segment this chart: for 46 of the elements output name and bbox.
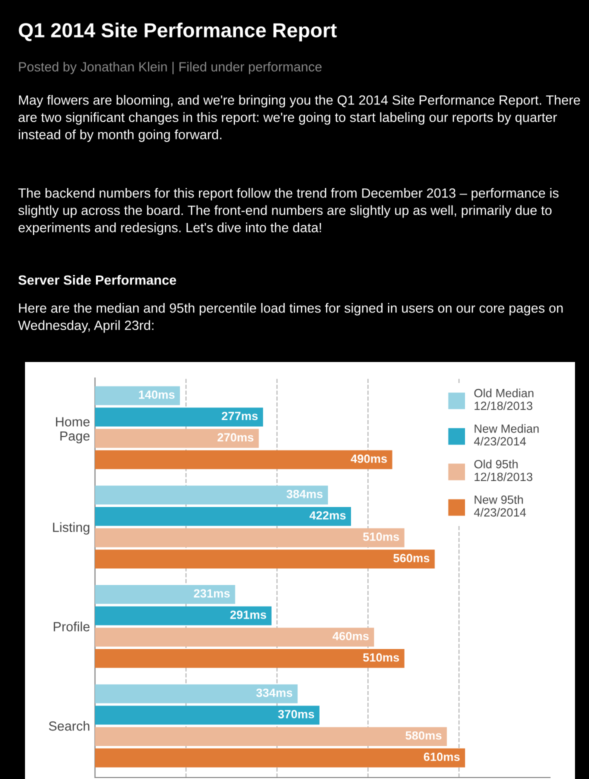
bar (95, 408, 264, 426)
chart-subtitle: Posted by Jonathan Klein | Filed under performance (19, 62, 322, 74)
data-label: 291ms (230, 610, 266, 619)
data-label: 610ms (424, 752, 460, 762)
bar (95, 528, 404, 548)
data-label: 277ms (222, 412, 258, 420)
data-label: 510ms (363, 653, 400, 662)
data-label: 580ms (406, 731, 442, 740)
y-tick-label: Profile (54, 622, 90, 632)
bar (95, 386, 180, 406)
bar (95, 727, 447, 746)
text: Here are the median and 95th percentile load times for signed in users on our core pages on Wednesday, April 23rd: (18, 303, 563, 333)
legend-label: Old 95th 12/18/2013 (474, 460, 532, 482)
bar (95, 584, 236, 604)
bar (95, 506, 352, 526)
bar (95, 748, 466, 768)
data-label: 384ms (286, 490, 323, 498)
legend-label: New Median 4/23/2014 (474, 424, 539, 446)
text: The backend numbers for this report follow the trend from December 2013 – performance is slightly up across the board. The front-end numbers are slightly up as well, primarily due to experiments and redesigns. Let's dive into the data! (18, 188, 559, 235)
legend-label: Old Median 12/18/2013 (474, 388, 534, 410)
bar (95, 706, 320, 725)
data-label: 370ms (278, 710, 314, 718)
chart-title: Q1 2014 Site Performance Report (18, 22, 337, 42)
data-label: 334ms (256, 688, 292, 697)
bar (95, 428, 259, 448)
text: Server Side Performance (18, 275, 176, 285)
bar (95, 649, 404, 668)
data-label: 510ms (363, 532, 400, 541)
y-tick-label: Listing (53, 522, 90, 535)
text: May flowers are blooming, and we're bringing you the Q1 2014 Site Performance Report. There are two significant changes in this report: we're going to start labeling our reports by quarter instead of by month going forward. (18, 95, 580, 142)
data-label: 231ms (194, 589, 230, 598)
data-label: 560ms (393, 554, 430, 562)
bar (95, 450, 392, 470)
data-label: 422ms (310, 511, 346, 520)
y-tick-label: Search (48, 721, 90, 731)
bar (95, 606, 272, 626)
bar (95, 628, 374, 647)
legend-label: New 95th 4/23/2014 (474, 495, 526, 517)
data-label: 460ms (332, 632, 369, 640)
data-label: 270ms (218, 433, 254, 442)
bar (95, 550, 435, 569)
data-label: 490ms (350, 454, 387, 463)
data-label: 140ms (139, 390, 175, 399)
bar (95, 684, 298, 704)
bar (95, 486, 328, 504)
y-tick-label: Home Page (56, 417, 90, 444)
